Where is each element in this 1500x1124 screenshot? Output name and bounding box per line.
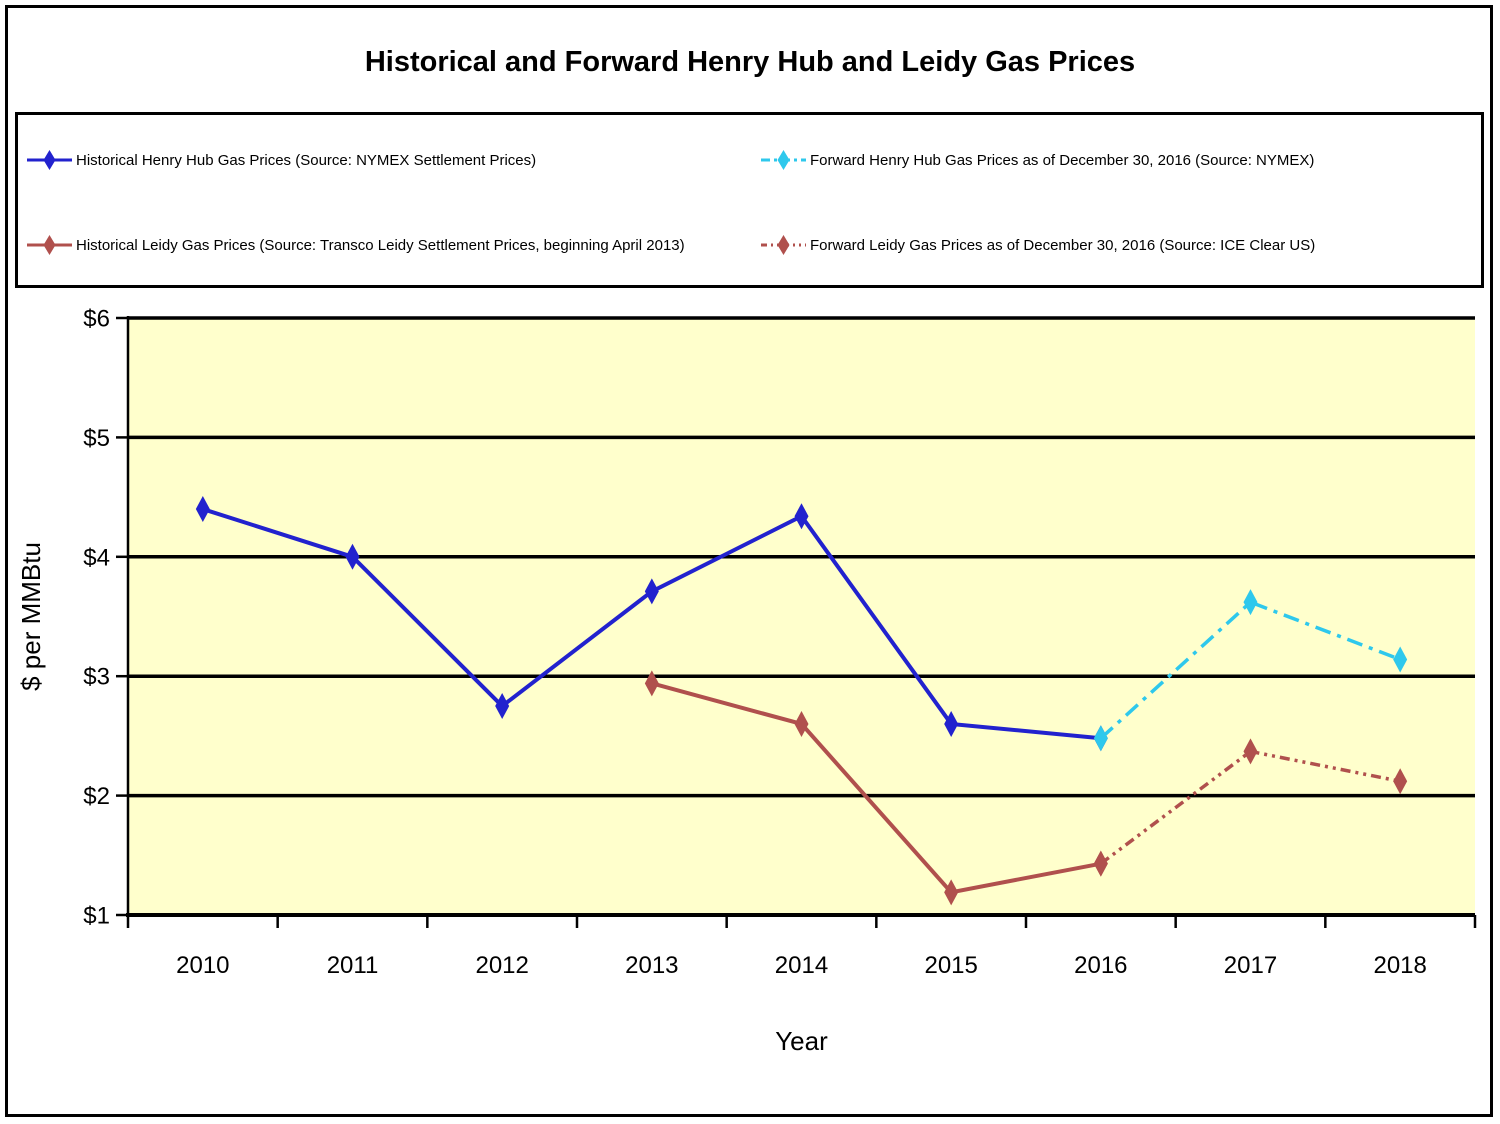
x-tick-label-2015: 2015: [924, 952, 977, 979]
legend-label-leidy-historical: Historical Leidy Gas Prices (Source: Tra…: [76, 236, 685, 254]
point-hh-fwd-2018: [1393, 646, 1408, 673]
y-axis-title: $ per MMBtu: [16, 542, 46, 691]
point-hh-hist-2010: [195, 496, 210, 523]
x-tick-label-2012: 2012: [475, 952, 528, 979]
legend: Historical Henry Hub Gas Prices (Source:…: [15, 112, 1484, 288]
point-hh-hist-2012: [495, 693, 510, 720]
point-leidy-hist-2015: [944, 879, 959, 906]
point-leidy-fwd-2018: [1393, 768, 1408, 795]
legend-label-henry-hub-historical: Historical Henry Hub Gas Prices (Source:…: [76, 151, 537, 169]
x-tick-label-2010: 2010: [176, 952, 229, 979]
x-tick-label-2018: 2018: [1373, 952, 1426, 979]
legend-entry-henry-hub-historical: Historical Henry Hub Gas Prices (Source:…: [26, 144, 536, 176]
legend-entry-leidy-historical: Historical Leidy Gas Prices (Source: Tra…: [26, 229, 685, 261]
legend-marker-leidy-historical-icon: [27, 235, 72, 255]
series-line-hh-fwd: [1099, 600, 1401, 740]
legend-diamond-leidy-hist: [43, 235, 56, 255]
legend-label-leidy-forward: Forward Leidy Gas Prices as of December …: [810, 236, 1316, 254]
series-hh-fwd: [1093, 589, 1408, 752]
chart-title: Historical and Forward Henry Hub and Lei…: [364, 46, 1136, 78]
legend-diamond-leidy-fwd: [777, 235, 790, 255]
point-hh-hist-2011: [345, 543, 360, 570]
legend-diamond-hh-hist: [43, 150, 56, 170]
point-hh-hist-2015: [944, 710, 959, 737]
point-hh-hist-2014: [794, 503, 809, 530]
series-leidy-fwd: [1093, 738, 1408, 877]
point-hh-fwd-2016: [1093, 725, 1108, 752]
point-leidy-hist-2014: [794, 710, 809, 737]
series-hh-hist: [195, 496, 1108, 752]
legend-entry-henry-hub-forward: Forward Henry Hub Gas Prices as of Decem…: [760, 144, 1314, 176]
x-tick-label-2016: 2016: [1074, 952, 1127, 979]
y-tick-label: $1: [83, 903, 110, 930]
x-axis-title: Year: [775, 1026, 828, 1056]
x-tick-label-2011: 2011: [327, 952, 379, 979]
x-tick-label-2014: 2014: [775, 952, 828, 979]
point-hh-fwd-2017: [1243, 589, 1258, 616]
legend-entry-leidy-forward: Forward Leidy Gas Prices as of December …: [760, 229, 1315, 261]
point-hh-hist-2013: [644, 578, 659, 605]
legend-marker-henry-hub-forward-icon: [761, 150, 806, 170]
x-tick-label-2013: 2013: [625, 952, 678, 979]
point-leidy-fwd-2016: [1093, 850, 1108, 877]
legend-diamond-hh-fwd: [777, 150, 790, 170]
legend-label-henry-hub-forward: Forward Henry Hub Gas Prices as of Decem…: [810, 151, 1315, 169]
x-tick-label-2017: 2017: [1224, 952, 1277, 979]
series-line-leidy-hist: [651, 681, 1102, 895]
legend-marker-henry-hub-historical-icon: [27, 150, 72, 170]
y-tick-label: $2: [83, 783, 110, 810]
point-leidy-hist-2013: [644, 670, 659, 697]
point-leidy-fwd-2017: [1243, 738, 1258, 765]
y-tick-label: $4: [83, 544, 110, 571]
y-tick-label: $3: [83, 664, 110, 691]
plot-area: [128, 318, 1475, 915]
y-tick-label: $6: [83, 306, 110, 333]
y-tick-label: $5: [83, 425, 110, 452]
legend-marker-leidy-forward-icon: [761, 235, 806, 255]
